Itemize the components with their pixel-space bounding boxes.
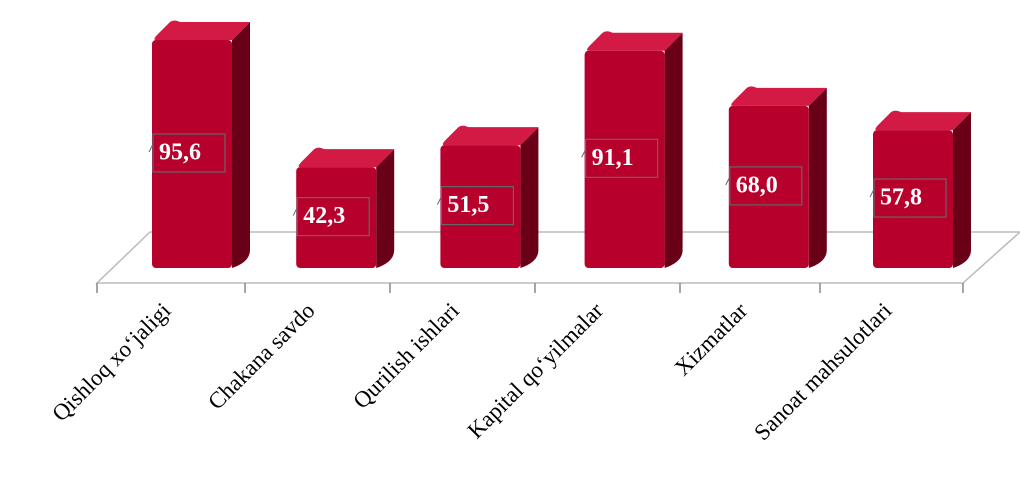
value-label: 68,0 [736, 172, 778, 198]
bar-front [296, 167, 377, 268]
bar-top [442, 125, 539, 146]
bar-top [154, 20, 250, 40]
value-label: 51,5 [447, 192, 489, 218]
value-label: 95,6 [159, 139, 201, 165]
bar-front [584, 50, 665, 268]
bar [873, 110, 971, 268]
x-tick-label: Qishloq xoʻjaligi [47, 298, 175, 426]
value-label: 57,8 [880, 185, 922, 211]
bar-side [664, 32, 683, 268]
x-tick-label: Kapital qoʻyilmalar [463, 298, 609, 444]
value-label-box [440, 185, 514, 226]
value-label: 91,1 [592, 145, 634, 171]
bar-side [808, 87, 827, 268]
x-tick-label: Chakana savdo [203, 298, 320, 415]
value-label-box [296, 196, 370, 237]
bar-top [587, 31, 683, 51]
value-label: 42,3 [303, 203, 345, 229]
x-tick-label: Qurilish ishlari [348, 298, 464, 414]
value-label-box [584, 138, 659, 178]
bar [152, 20, 250, 268]
label-leader [436, 196, 442, 205]
bar-side [376, 149, 395, 268]
bar [728, 86, 827, 268]
x-tick-label: Sanoat mahsulotlari [749, 298, 896, 445]
bar-front [728, 105, 809, 268]
label-leader [292, 207, 298, 216]
bar-side [953, 112, 971, 268]
value-label-box [873, 178, 947, 218]
label-leader [148, 143, 154, 153]
bar [296, 147, 395, 268]
bar-side [232, 21, 250, 268]
bar-top [731, 86, 827, 106]
value-label-box [152, 133, 226, 173]
bar-front [440, 145, 521, 268]
floor-ticks [96, 283, 964, 293]
bar-top [875, 110, 971, 131]
x-tick-label: Xizmatlar [670, 298, 753, 381]
bar [440, 125, 539, 268]
bar-top [298, 147, 395, 168]
label-leader [581, 149, 587, 158]
bar [584, 31, 683, 268]
bar-side [520, 127, 539, 268]
bar-front [152, 39, 232, 268]
bar-front [873, 130, 953, 268]
value-label-box [729, 166, 803, 206]
label-leader [869, 188, 875, 198]
label-leader [725, 176, 731, 186]
